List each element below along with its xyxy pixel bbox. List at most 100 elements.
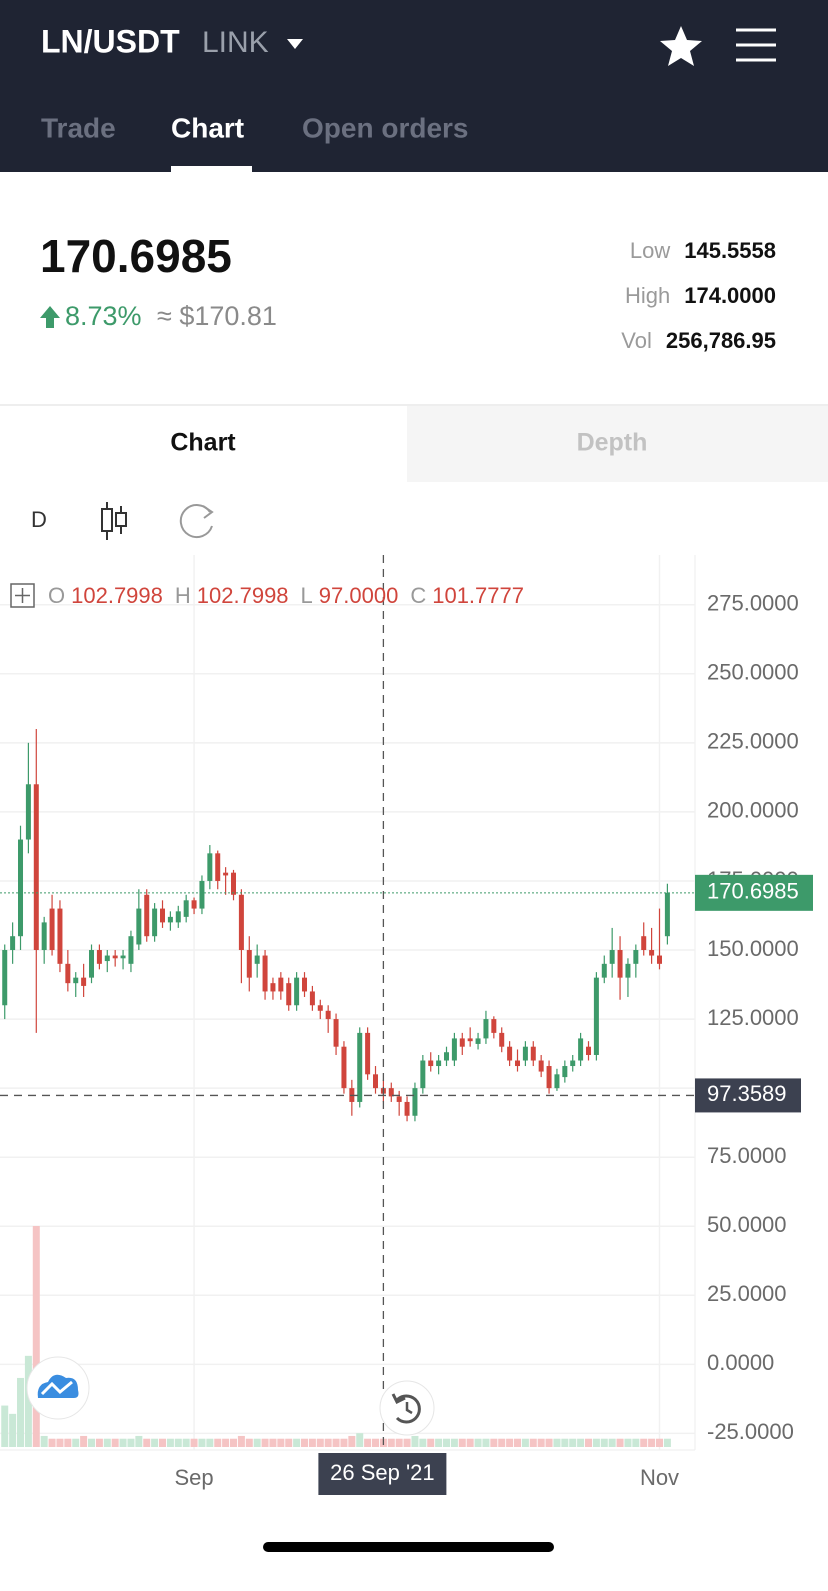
candle-body [128,936,134,964]
candle-body [89,950,95,978]
volume-bar [482,1438,490,1447]
stat: High 174.0000 [625,283,776,308]
last-price: 170.6985 [40,230,232,282]
indicator-icon [37,1374,79,1398]
candle-body [586,1046,592,1055]
volume-bar [308,1438,316,1447]
candle-body [18,839,24,937]
volume-bar [466,1438,474,1447]
candle-body [396,1096,402,1102]
candle-body [81,977,87,986]
volume-bar [237,1435,245,1447]
menu-icon[interactable] [736,28,776,62]
depth-tab-bg[interactable] [407,406,828,482]
tab-active[interactable]: Chart [171,112,244,143]
volume-bar [624,1438,632,1447]
volume-bar [88,1438,96,1447]
volume-bar [498,1438,506,1447]
volume-bar [490,1438,498,1447]
candle-body [522,1046,528,1061]
home-indicator [263,1542,554,1552]
crosshair-price-tag [695,1078,801,1113]
reset-chart-icon [395,1394,421,1424]
candle-body [515,1060,521,1067]
ohlc-label: H [175,583,191,608]
candle-body [428,1060,434,1067]
candle-body [10,936,16,951]
tab[interactable]: Trade [41,112,116,143]
candle-body [538,1060,544,1072]
volume-bar [364,1438,372,1447]
y-tick-label: 75.0000 [707,1143,787,1168]
pair[interactable]: LN/USDT [41,23,180,59]
volume-bar [640,1438,648,1447]
candle-body [160,908,166,923]
candle-body [262,955,268,992]
candle-body [601,963,607,978]
volume-bar [553,1438,561,1447]
candle-body [183,900,189,917]
dropdown-caret[interactable] [287,39,303,49]
y-tick-label: 200.0000 [707,798,799,823]
chart-tab[interactable]: Chart [170,429,236,457]
candle-body [436,1060,442,1067]
volume-bar [190,1438,198,1447]
volume-bar [569,1438,577,1447]
depth-tab[interactable]: Depth [577,429,648,457]
volume-bar [663,1438,671,1447]
volume-bar [529,1438,537,1447]
volume-bar [159,1438,167,1447]
stat-value: 145.5558 [684,238,776,263]
volume-bar [577,1438,585,1447]
tab[interactable]: Open orders [302,112,468,143]
base[interactable]: LINK [202,26,269,59]
interval[interactable]: D [31,507,47,532]
candle-body [373,1074,379,1089]
legend-toggle-plus [15,588,30,603]
candle-body [199,880,205,909]
y-tick-label: 0.0000 [707,1350,774,1375]
candle-type-icon[interactable] [101,502,127,540]
tab-underline [171,166,252,172]
ohlc-value: 102.7998 [197,583,289,608]
y-tick-label: 225.0000 [707,729,799,754]
volume-bar [419,1438,427,1447]
last-price-tag [695,874,813,911]
volume-bar [48,1438,56,1447]
plot-area[interactable] [0,555,695,1450]
stat-value: 174.0000 [684,283,776,308]
stat-label: Low [630,238,670,263]
candle-body [246,950,252,978]
candle-body [270,983,276,992]
reset-icon[interactable] [179,504,213,539]
candle-body [404,1101,410,1116]
favorite-star[interactable] [660,26,702,66]
volume-bar [585,1438,593,1447]
candle-body [444,1052,450,1061]
candle-body [207,853,213,881]
indicator-icon-line [40,1380,73,1396]
candle-body [65,963,71,984]
candle-body [483,1019,489,1039]
candle-body [325,1010,331,1020]
candle-body [231,872,237,895]
volume-bar [608,1438,616,1447]
candle-body [2,950,8,1006]
reset-chart-icon-head [391,1393,406,1405]
volume-bar [56,1438,64,1447]
approx-usd: ≈ $170.81 [157,301,277,331]
stat-value: 256,786.95 [666,328,776,353]
candle-body [120,955,126,959]
y-tick-label: 25.0000 [707,1281,787,1306]
candle-body [546,1066,552,1089]
candle-body [294,977,300,1006]
volume-bar [458,1438,466,1447]
volume-bar [537,1438,545,1447]
candle-body [420,1060,426,1089]
volume-bar [166,1438,174,1447]
candle-body [499,1032,505,1047]
volume-bar [135,1435,143,1447]
candle-body [104,955,110,962]
